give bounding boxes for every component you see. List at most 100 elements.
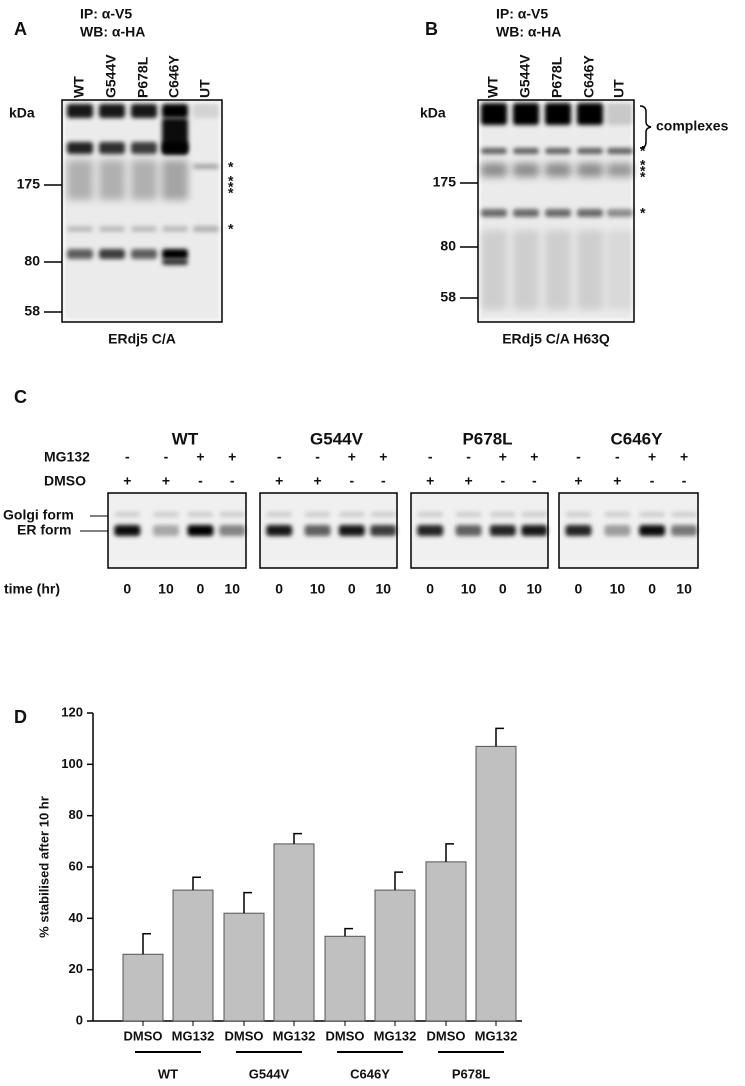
time-value: 0 [348, 581, 356, 597]
treatment-label: MG132 [44, 449, 90, 465]
y-tick-label: 0 [76, 1012, 83, 1027]
band [304, 512, 331, 517]
band [513, 148, 539, 154]
band [193, 164, 219, 169]
band [99, 104, 125, 118]
y-tick-label: 100 [61, 756, 83, 771]
panel-label: A [14, 19, 27, 39]
asterisk: * [640, 205, 646, 221]
band [577, 163, 603, 177]
sign: + [680, 449, 688, 465]
band [99, 249, 125, 259]
sign: - [230, 473, 235, 489]
band [607, 148, 633, 154]
marker-label: 58 [440, 289, 456, 305]
band [193, 104, 219, 118]
sign: - [125, 449, 130, 465]
form-label: ER form [17, 522, 71, 538]
bar [425, 861, 467, 1022]
band [152, 512, 179, 517]
lane-label: C646Y [166, 55, 182, 98]
band [521, 525, 548, 536]
band [481, 103, 507, 125]
band [489, 525, 516, 536]
sign: - [615, 449, 620, 465]
asterisk: * [640, 163, 646, 179]
band [162, 160, 188, 200]
band [162, 142, 188, 154]
band [671, 525, 698, 536]
sign: + [426, 473, 434, 489]
sign: + [275, 473, 283, 489]
lane-label: G544V [517, 54, 533, 98]
band [266, 512, 293, 517]
time-value: 0 [426, 581, 434, 597]
band [162, 226, 188, 232]
bar [223, 912, 265, 1022]
lane-label: UT [611, 79, 627, 98]
sign: + [196, 449, 204, 465]
time-label: time (hr) [4, 581, 60, 597]
wb-label: WB: α-HA [496, 24, 561, 40]
sign: - [315, 449, 320, 465]
ip-label: IP: α-V5 [496, 6, 548, 22]
error-bar [142, 932, 151, 955]
band [577, 148, 603, 154]
band [131, 160, 157, 200]
band [639, 512, 666, 517]
condition-label: G544V [310, 429, 364, 448]
sign: - [532, 473, 537, 489]
lane-label: C646Y [581, 55, 597, 98]
band [162, 259, 188, 265]
sign: + [379, 449, 387, 465]
sign: - [277, 449, 282, 465]
bracket-label: complexes [656, 118, 729, 134]
band [481, 209, 507, 217]
time-value: 0 [197, 581, 205, 597]
bar [324, 935, 366, 1022]
kda-label: kDa [9, 105, 35, 121]
wb-label: WB: α-HA [80, 24, 145, 40]
x-tick-label: MG132 [172, 1028, 215, 1043]
time-value: 0 [123, 581, 131, 597]
bar [273, 843, 315, 1022]
band [67, 226, 93, 232]
band [545, 148, 571, 154]
error-bar [344, 927, 353, 937]
band [671, 512, 698, 517]
band [370, 512, 397, 517]
band [481, 148, 507, 154]
sign: + [574, 473, 582, 489]
condition-label: C646Y [611, 429, 664, 448]
band [219, 525, 246, 536]
bracket [639, 105, 652, 149]
band [545, 209, 571, 217]
asterisk: * [640, 157, 646, 173]
band [152, 525, 179, 536]
band [545, 230, 571, 310]
lane-label: G544V [103, 54, 119, 98]
time-value: 10 [610, 581, 626, 597]
bar [475, 745, 517, 1022]
band [131, 249, 157, 259]
time-value: 10 [676, 581, 692, 597]
band [266, 525, 293, 536]
kda-label: kDa [420, 105, 446, 121]
lane-label: UT [197, 79, 213, 98]
band [114, 525, 141, 536]
x-tick-label: DMSO [326, 1028, 365, 1043]
asterisk: * [228, 185, 234, 201]
y-tick-label: 60 [69, 858, 83, 873]
band [607, 209, 633, 217]
band [604, 525, 631, 536]
lane-label: WT [485, 76, 501, 98]
band [304, 525, 331, 536]
band [545, 163, 571, 177]
band [162, 104, 188, 118]
band [338, 525, 365, 536]
sign: + [530, 449, 538, 465]
sign: - [682, 473, 687, 489]
band [577, 230, 603, 310]
band [114, 512, 141, 517]
